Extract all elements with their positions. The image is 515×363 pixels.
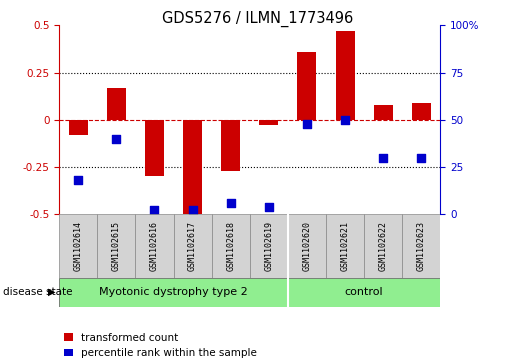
Text: GSM1102617: GSM1102617	[188, 221, 197, 271]
Text: disease state: disease state	[3, 287, 72, 297]
Bar	[411, 103, 431, 120]
Bar	[212, 214, 250, 278]
Bar	[68, 120, 88, 135]
Text: GSM1102620: GSM1102620	[302, 221, 312, 271]
Bar	[221, 120, 240, 171]
Bar	[364, 214, 402, 278]
Point	[303, 121, 311, 126]
Bar	[183, 120, 202, 214]
Bar	[145, 120, 164, 176]
Bar	[97, 214, 135, 278]
Text: control: control	[345, 287, 383, 297]
Text: ▶: ▶	[48, 287, 55, 297]
Point	[265, 204, 273, 209]
Point	[188, 208, 197, 213]
Point	[112, 136, 121, 142]
Bar	[288, 214, 326, 278]
Text: GSM1102616: GSM1102616	[150, 221, 159, 271]
Point	[227, 200, 235, 206]
Bar	[250, 214, 288, 278]
Bar	[373, 105, 392, 120]
Text: GDS5276 / ILMN_1773496: GDS5276 / ILMN_1773496	[162, 11, 353, 27]
Bar	[326, 214, 364, 278]
Text: GSM1102618: GSM1102618	[226, 221, 235, 271]
Bar	[174, 214, 212, 278]
Text: GSM1102614: GSM1102614	[74, 221, 83, 271]
Bar	[402, 214, 440, 278]
Bar	[135, 214, 174, 278]
Point	[74, 177, 82, 183]
Bar	[335, 31, 354, 120]
Bar	[107, 88, 126, 120]
Point	[341, 117, 349, 123]
Bar	[59, 278, 288, 307]
Point	[417, 155, 425, 160]
Text: GSM1102615: GSM1102615	[112, 221, 121, 271]
Legend: transformed count, percentile rank within the sample: transformed count, percentile rank withi…	[64, 333, 257, 358]
Bar	[259, 120, 278, 126]
Bar	[297, 52, 316, 120]
Point	[150, 208, 159, 213]
Text: Myotonic dystrophy type 2: Myotonic dystrophy type 2	[99, 287, 248, 297]
Point	[379, 155, 387, 160]
Bar	[288, 278, 440, 307]
Text: GSM1102623: GSM1102623	[417, 221, 426, 271]
Text: GSM1102622: GSM1102622	[379, 221, 388, 271]
Text: GSM1102621: GSM1102621	[340, 221, 350, 271]
Text: GSM1102619: GSM1102619	[264, 221, 273, 271]
Bar	[59, 214, 97, 278]
